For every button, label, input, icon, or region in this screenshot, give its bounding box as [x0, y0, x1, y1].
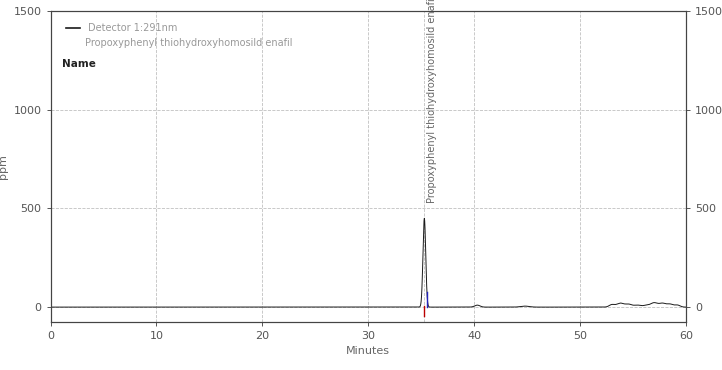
Text: Propoxyphenyl thiohydroxyhomosild enafil: Propoxyphenyl thiohydroxyhomosild enafil	[427, 0, 437, 202]
Text: Propoxyphenyl thiohydroxyhomosild enafil: Propoxyphenyl thiohydroxyhomosild enafil	[85, 37, 293, 47]
Legend: Detector 1:291nm: Detector 1:291nm	[62, 19, 181, 37]
Text: Name: Name	[62, 59, 96, 69]
Y-axis label: ppm: ppm	[0, 154, 8, 179]
X-axis label: Minutes: Minutes	[347, 346, 390, 356]
